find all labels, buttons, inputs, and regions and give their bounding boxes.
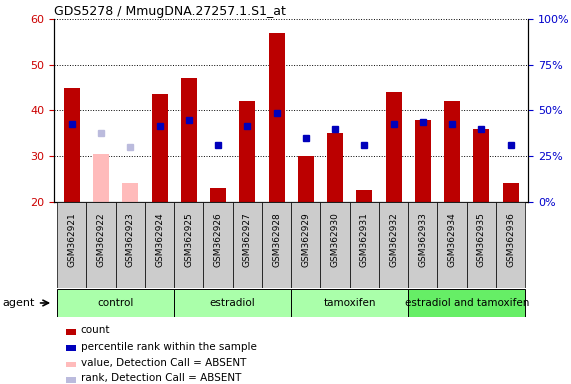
Bar — [268, 33, 284, 202]
Text: agent: agent — [3, 298, 35, 308]
Bar — [291, 289, 408, 317]
Bar — [174, 289, 291, 317]
Bar — [298, 156, 314, 202]
Bar — [467, 202, 496, 288]
Text: count: count — [81, 325, 110, 335]
Text: GSM362930: GSM362930 — [331, 212, 340, 267]
Text: GSM362923: GSM362923 — [126, 212, 135, 267]
Bar — [437, 202, 467, 288]
Text: GSM362929: GSM362929 — [301, 212, 310, 267]
Bar — [408, 202, 437, 288]
Text: control: control — [98, 298, 134, 308]
Bar — [116, 202, 145, 288]
Bar — [57, 289, 174, 317]
Bar — [210, 188, 226, 202]
Bar — [444, 101, 460, 202]
Text: GSM362936: GSM362936 — [506, 212, 515, 267]
Bar — [473, 129, 489, 202]
Bar — [57, 202, 86, 288]
Text: GSM362932: GSM362932 — [389, 212, 398, 267]
Bar — [181, 78, 197, 202]
Text: GSM362922: GSM362922 — [96, 212, 106, 266]
Bar — [203, 202, 233, 288]
Text: GSM362925: GSM362925 — [184, 212, 194, 267]
Text: tamoxifen: tamoxifen — [323, 298, 376, 308]
Text: GSM362921: GSM362921 — [67, 212, 77, 267]
Bar — [327, 133, 343, 202]
Bar — [233, 202, 262, 288]
Text: GSM362931: GSM362931 — [360, 212, 369, 267]
Bar — [262, 202, 291, 288]
Bar — [349, 202, 379, 288]
Bar — [356, 190, 372, 202]
Bar — [93, 154, 109, 202]
Text: GSM362928: GSM362928 — [272, 212, 281, 267]
Text: GSM362926: GSM362926 — [214, 212, 223, 267]
Text: estradiol and tamoxifen: estradiol and tamoxifen — [404, 298, 529, 308]
Bar — [502, 184, 518, 202]
Bar — [320, 202, 349, 288]
Text: GDS5278 / MmugDNA.27257.1.S1_at: GDS5278 / MmugDNA.27257.1.S1_at — [54, 5, 286, 18]
Bar — [408, 289, 525, 317]
Bar — [379, 202, 408, 288]
Text: rank, Detection Call = ABSENT: rank, Detection Call = ABSENT — [81, 373, 241, 383]
Bar — [291, 202, 320, 288]
Bar — [151, 94, 168, 202]
Text: GSM362933: GSM362933 — [419, 212, 427, 267]
Text: GSM362927: GSM362927 — [243, 212, 252, 267]
Bar — [86, 202, 116, 288]
Text: value, Detection Call = ABSENT: value, Detection Call = ABSENT — [81, 358, 246, 368]
Text: estradiol: estradiol — [210, 298, 256, 308]
Text: percentile rank within the sample: percentile rank within the sample — [81, 342, 256, 352]
Text: GSM362924: GSM362924 — [155, 212, 164, 266]
Bar — [122, 184, 138, 202]
Bar — [496, 202, 525, 288]
Bar — [385, 92, 401, 202]
Bar — [145, 202, 174, 288]
Text: GSM362935: GSM362935 — [477, 212, 486, 267]
Bar — [239, 101, 255, 202]
Text: GSM362934: GSM362934 — [448, 212, 457, 267]
Bar — [174, 202, 203, 288]
Bar — [64, 88, 80, 202]
Bar — [415, 119, 431, 202]
